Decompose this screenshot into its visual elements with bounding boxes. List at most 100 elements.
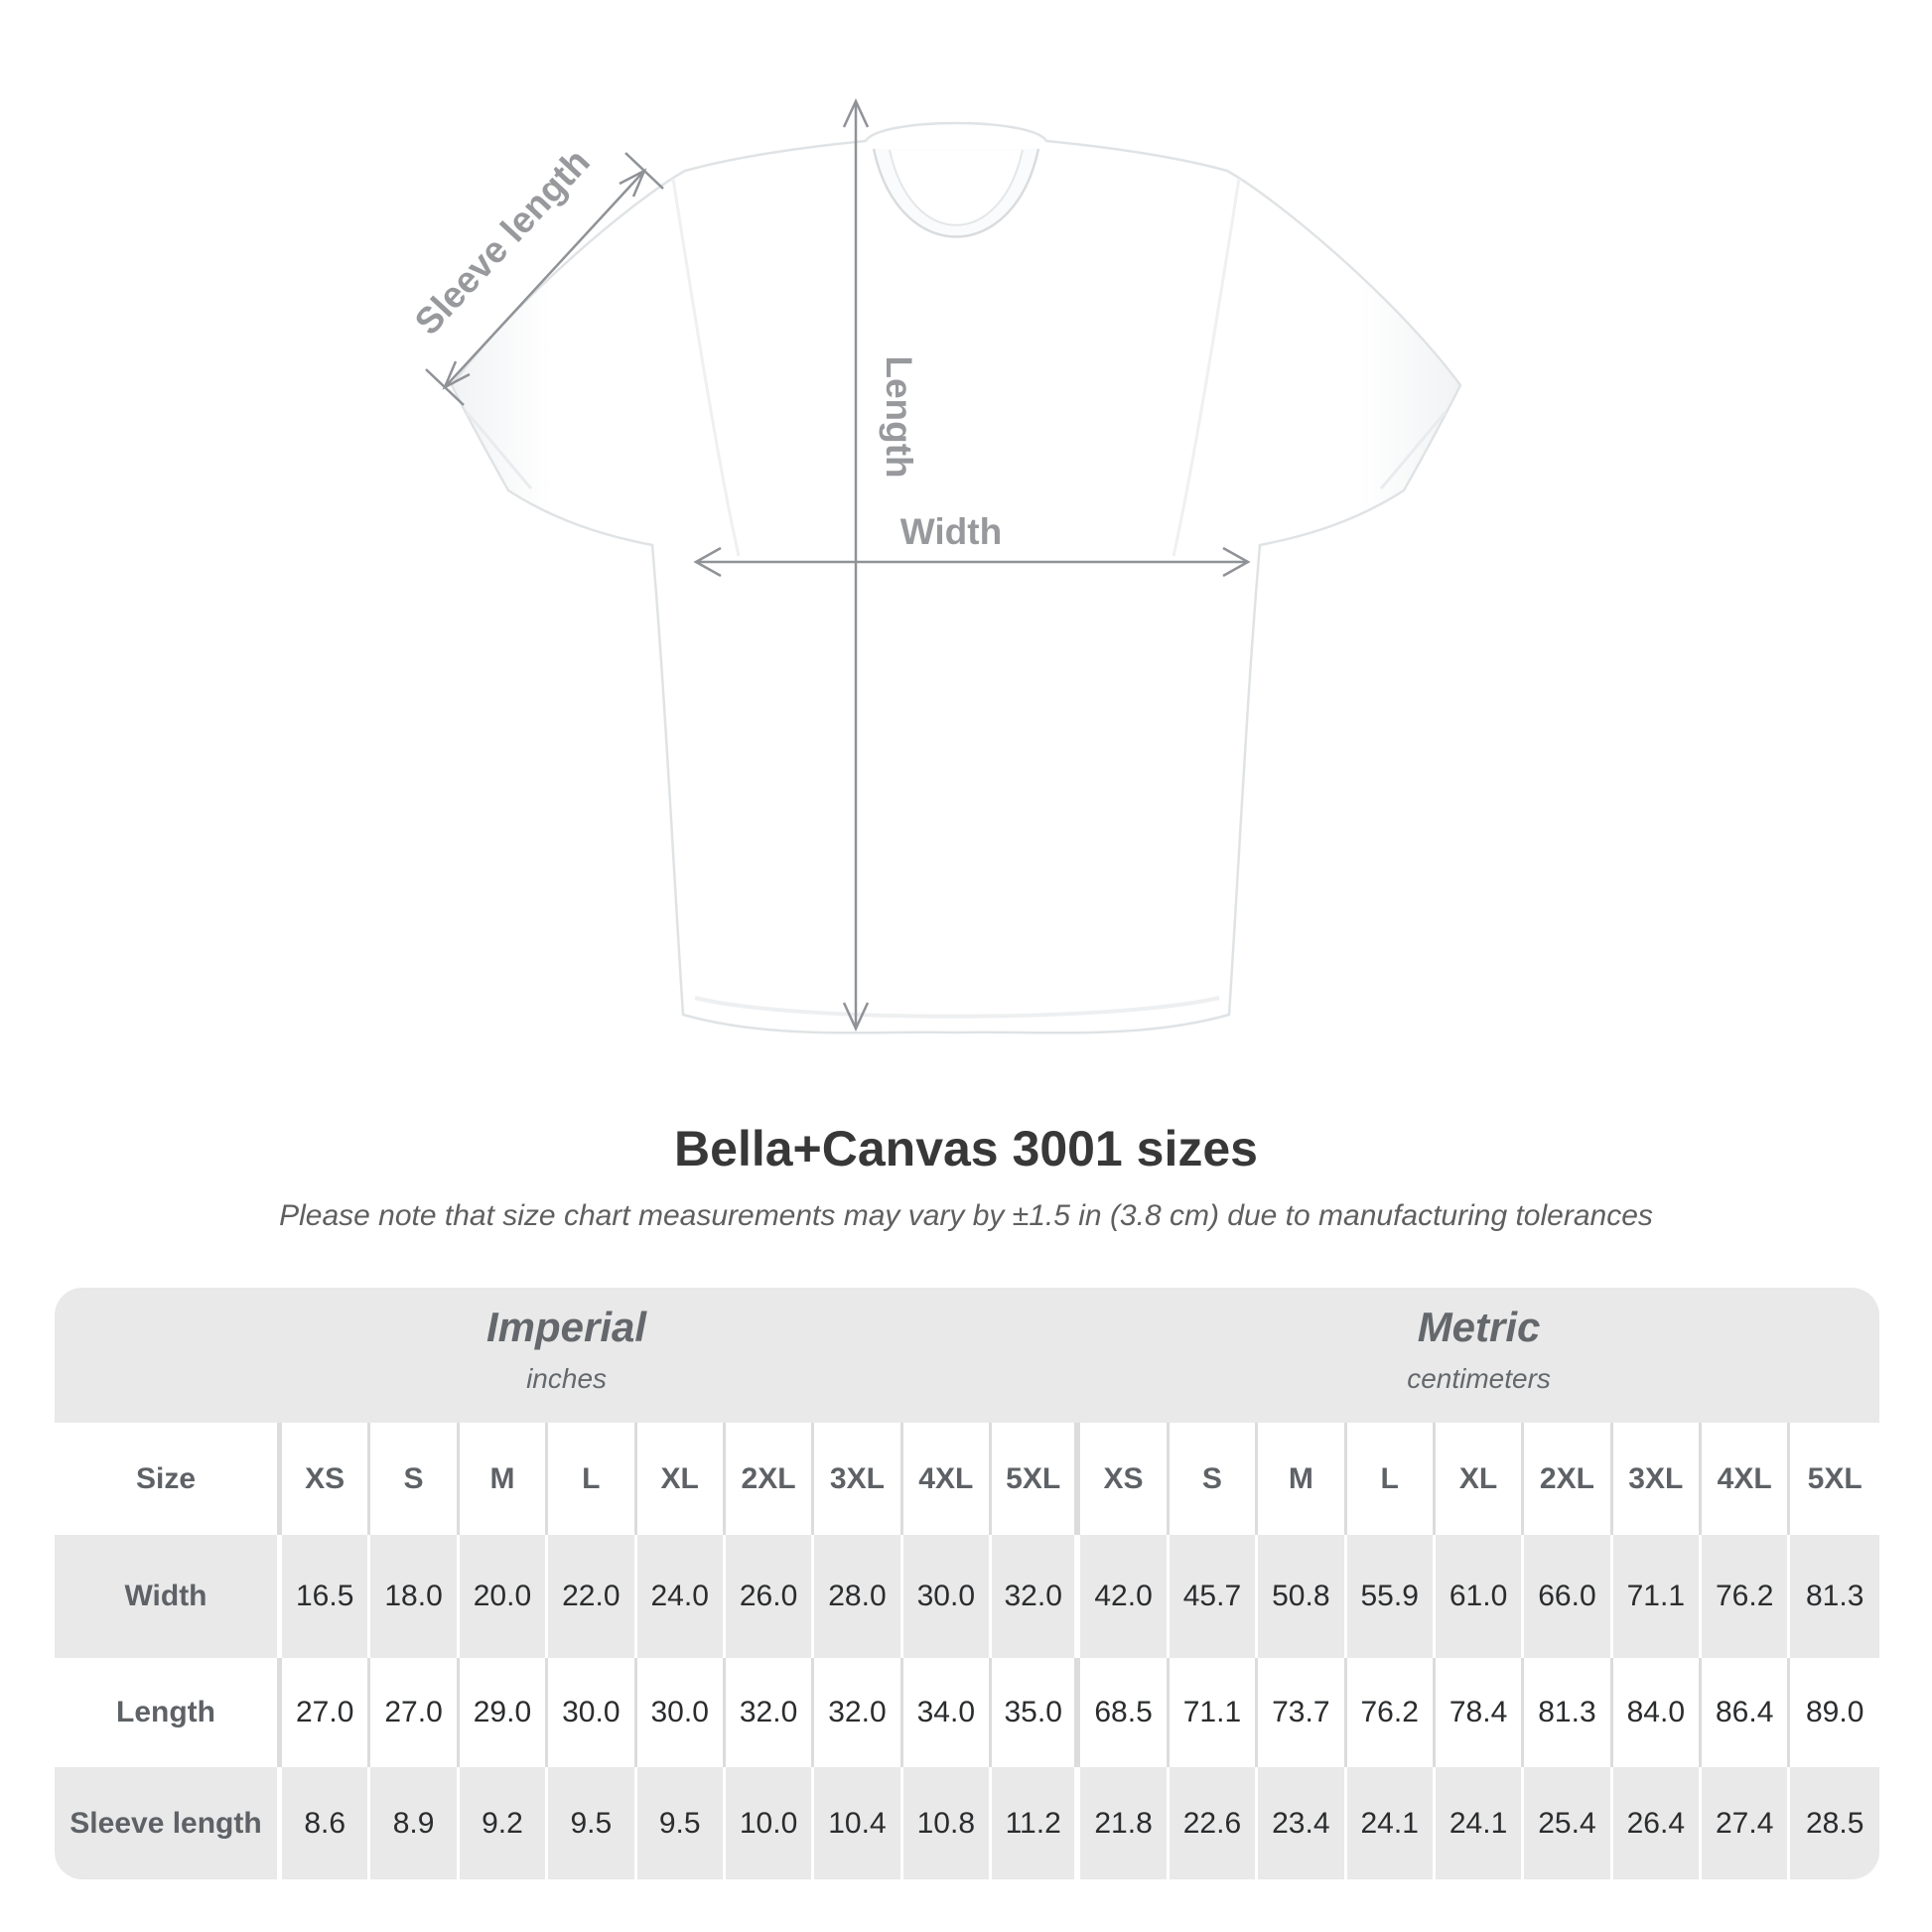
size-column-header: L <box>548 1423 637 1535</box>
width-row: Width 16.5 18.0 20.0 22.0 24.0 26.0 28.0… <box>55 1535 1879 1658</box>
table-cell: 21.8 <box>1080 1767 1170 1879</box>
sleeve-length-arrow <box>425 152 664 406</box>
table-cell: 76.2 <box>1702 1535 1791 1658</box>
length-row: Length 27.0 27.0 29.0 30.0 30.0 32.0 32.… <box>55 1658 1879 1767</box>
table-cell: 42.0 <box>1080 1535 1170 1658</box>
size-column-header: 5XL <box>1790 1423 1879 1535</box>
table-cell: 8.6 <box>282 1767 371 1879</box>
table-cell: 29.0 <box>459 1658 549 1767</box>
table-cell: 50.8 <box>1258 1535 1347 1658</box>
table-cell: 71.1 <box>1612 1535 1702 1658</box>
size-column-header: M <box>1258 1423 1347 1535</box>
table-cell: 24.1 <box>1346 1767 1436 1879</box>
table-cell: 22.6 <box>1169 1767 1259 1879</box>
row-label-length: Length <box>55 1658 282 1767</box>
size-table: Size XS S M L XL 2XL 3XL 4XL 5XL XS S M … <box>55 1423 1879 1879</box>
table-cell: 16.5 <box>282 1535 371 1658</box>
size-column-header: 3XL <box>1612 1423 1702 1535</box>
table-cell: 32.0 <box>814 1658 903 1767</box>
table-cell: 25.4 <box>1524 1767 1613 1879</box>
table-cell: 27.0 <box>370 1658 460 1767</box>
table-cell: 68.5 <box>1080 1658 1170 1767</box>
table-cell: 78.4 <box>1435 1658 1525 1767</box>
table-cell: 55.9 <box>1346 1535 1436 1658</box>
size-column-header: XS <box>282 1423 371 1535</box>
row-label-width: Width <box>55 1535 282 1658</box>
table-cell: 32.0 <box>725 1658 815 1767</box>
table-cell: 10.4 <box>814 1767 903 1879</box>
table-cell: 76.2 <box>1346 1658 1436 1767</box>
table-cell: 84.0 <box>1612 1658 1702 1767</box>
size-table-card: Imperial inches Metric centimeters Size … <box>55 1288 1879 1879</box>
table-cell: 30.0 <box>902 1535 992 1658</box>
size-column-header: 2XL <box>725 1423 815 1535</box>
metric-unit-label: centimeters <box>1407 1363 1551 1394</box>
length-arrow <box>842 98 870 1032</box>
table-cell: 73.7 <box>1258 1658 1347 1767</box>
table-cell: 24.1 <box>1435 1767 1525 1879</box>
table-cell: 24.0 <box>636 1535 726 1658</box>
table-cell: 28.5 <box>1790 1767 1879 1879</box>
size-header-row: Size XS S M L XL 2XL 3XL 4XL 5XL XS S M … <box>55 1423 1879 1535</box>
tshirt-hem-stitch <box>694 996 1220 1019</box>
unit-group-header: Imperial inches Metric centimeters <box>55 1288 1879 1423</box>
imperial-group-header: Imperial inches <box>55 1288 1078 1423</box>
tshirt-left-seam <box>671 178 741 557</box>
metric-group-header: Metric centimeters <box>1078 1288 1879 1423</box>
sleeve-length-row: Sleeve length 8.6 8.9 9.2 9.5 9.5 10.0 1… <box>55 1767 1879 1879</box>
table-cell: 45.7 <box>1169 1535 1259 1658</box>
table-cell: 27.4 <box>1702 1767 1791 1879</box>
table-cell: 10.0 <box>725 1767 815 1879</box>
table-cell: 8.9 <box>370 1767 460 1879</box>
table-cell: 30.0 <box>548 1658 637 1767</box>
table-cell: 23.4 <box>1258 1767 1347 1879</box>
table-cell: 20.0 <box>459 1535 549 1658</box>
table-cell: 9.2 <box>459 1767 549 1879</box>
tshirt-illustration <box>450 121 1462 1035</box>
tshirt-right-seam <box>1172 178 1241 557</box>
tshirt-left-cuff <box>465 411 533 489</box>
size-column-header: L <box>1346 1423 1436 1535</box>
table-cell: 26.0 <box>725 1535 815 1658</box>
width-label: Width <box>900 511 1002 552</box>
table-cell: 28.0 <box>814 1535 903 1658</box>
imperial-unit-label: inches <box>526 1363 608 1394</box>
table-cell: 81.3 <box>1524 1658 1613 1767</box>
table-cell: 10.8 <box>902 1767 992 1879</box>
table-cell: 30.0 <box>636 1658 726 1767</box>
table-cell: 9.5 <box>636 1767 726 1879</box>
table-cell: 35.0 <box>992 1658 1081 1767</box>
size-column-header: XS <box>1080 1423 1170 1535</box>
table-cell: 18.0 <box>370 1535 460 1658</box>
size-column-header: 3XL <box>814 1423 903 1535</box>
length-label: Length <box>879 355 919 478</box>
table-cell: 9.5 <box>548 1767 637 1879</box>
dimension-arrows <box>425 98 1251 1032</box>
table-cell: 81.3 <box>1790 1535 1879 1658</box>
size-column-header: S <box>1169 1423 1259 1535</box>
size-column-header: XL <box>1435 1423 1525 1535</box>
imperial-label: Imperial <box>486 1304 647 1350</box>
size-column-header: 5XL <box>992 1423 1081 1535</box>
table-cell: 11.2 <box>992 1767 1081 1879</box>
table-cell: 34.0 <box>902 1658 992 1767</box>
table-cell: 86.4 <box>1702 1658 1791 1767</box>
table-cell: 22.0 <box>548 1535 637 1658</box>
size-column-header: 2XL <box>1524 1423 1613 1535</box>
table-cell: 89.0 <box>1790 1658 1879 1767</box>
size-header: Size <box>55 1423 282 1535</box>
page-title: Bella+Canvas 3001 sizes <box>674 1121 1258 1176</box>
size-column-header: XL <box>636 1423 726 1535</box>
row-label-sleeve-length: Sleeve length <box>55 1767 282 1879</box>
width-arrow <box>693 546 1251 578</box>
size-column-header: M <box>459 1423 549 1535</box>
table-cell: 32.0 <box>992 1535 1081 1658</box>
tolerance-note: Please note that size chart measurements… <box>279 1199 1653 1232</box>
size-column-header: 4XL <box>1702 1423 1791 1535</box>
table-cell: 66.0 <box>1524 1535 1613 1658</box>
metric-label: Metric <box>1417 1304 1541 1350</box>
tshirt-collar-inner <box>889 149 1024 226</box>
tshirt-right-cuff <box>1379 411 1448 489</box>
table-cell: 27.0 <box>282 1658 371 1767</box>
